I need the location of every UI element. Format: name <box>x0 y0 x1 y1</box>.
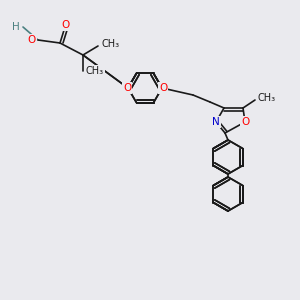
Text: O: O <box>61 20 69 30</box>
Text: O: O <box>28 35 36 45</box>
Text: O: O <box>159 83 167 93</box>
Text: H: H <box>12 22 20 32</box>
Text: O: O <box>123 83 131 93</box>
Text: CH₃: CH₃ <box>102 39 120 49</box>
Text: N: N <box>212 117 220 127</box>
Text: CH₃: CH₃ <box>258 93 276 103</box>
Text: O: O <box>241 117 249 127</box>
Text: CH₃: CH₃ <box>86 66 104 76</box>
